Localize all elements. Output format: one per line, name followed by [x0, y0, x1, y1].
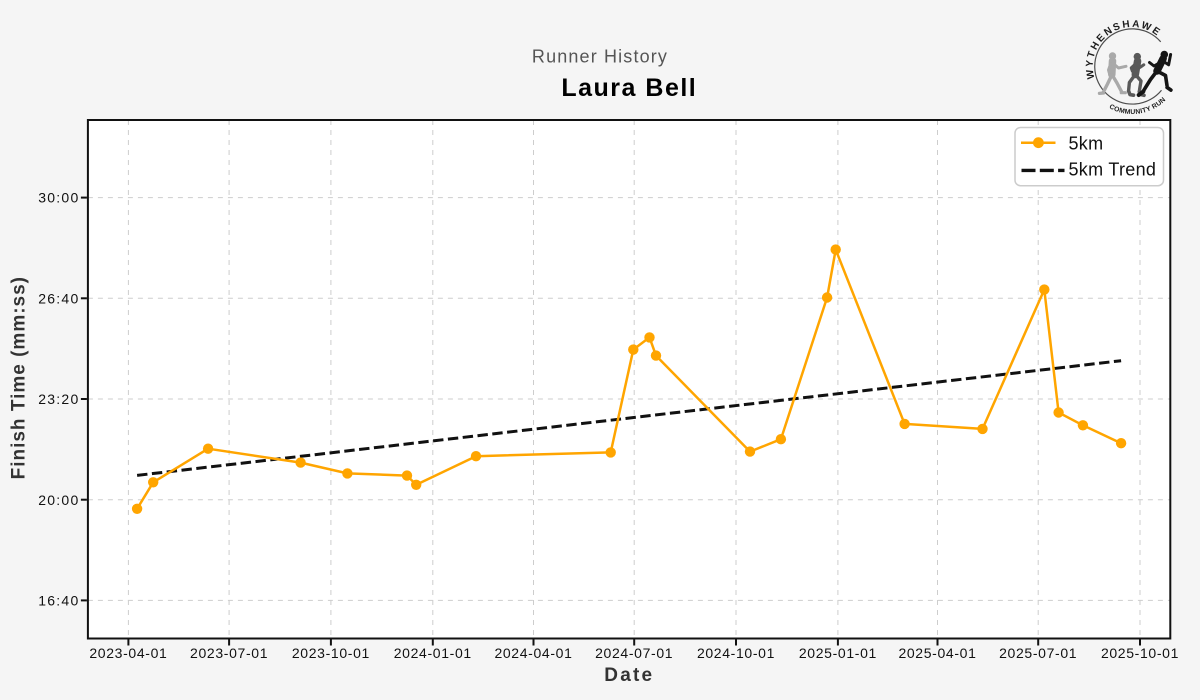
svg-text:5km Trend: 5km Trend [1069, 159, 1157, 179]
svg-text:2023-10-01: 2023-10-01 [292, 645, 370, 661]
svg-text:2025-01-01: 2025-01-01 [799, 645, 877, 661]
svg-text:30:00: 30:00 [38, 190, 79, 206]
svg-text:20:00: 20:00 [38, 492, 79, 508]
svg-text:5km: 5km [1069, 133, 1104, 153]
svg-text:16:40: 16:40 [38, 593, 79, 609]
svg-text:2023-04-01: 2023-04-01 [89, 645, 167, 661]
svg-text:2025-07-01: 2025-07-01 [999, 645, 1077, 661]
svg-text:2024-04-01: 2024-04-01 [494, 645, 572, 661]
svg-text:COMMUNITY RUN: COMMUNITY RUN [1108, 96, 1167, 116]
svg-text:2023-07-01: 2023-07-01 [190, 645, 268, 661]
svg-text:Runner History: Runner History [532, 47, 668, 67]
svg-text:2024-10-01: 2024-10-01 [697, 645, 775, 661]
svg-text:2024-01-01: 2024-01-01 [394, 645, 472, 661]
svg-text:23:20: 23:20 [38, 391, 79, 407]
svg-text:2025-04-01: 2025-04-01 [898, 645, 976, 661]
svg-text:Finish Time (mm:ss): Finish Time (mm:ss) [9, 276, 30, 479]
svg-text:Date: Date [604, 665, 654, 686]
svg-text:26:40: 26:40 [38, 290, 79, 306]
svg-text:WYTHENSHAWE: WYTHENSHAWE [1084, 19, 1163, 80]
svg-text:2024-07-01: 2024-07-01 [595, 645, 673, 661]
svg-text:Laura Bell: Laura Bell [561, 74, 697, 102]
svg-text:2025-10-01: 2025-10-01 [1101, 645, 1179, 661]
